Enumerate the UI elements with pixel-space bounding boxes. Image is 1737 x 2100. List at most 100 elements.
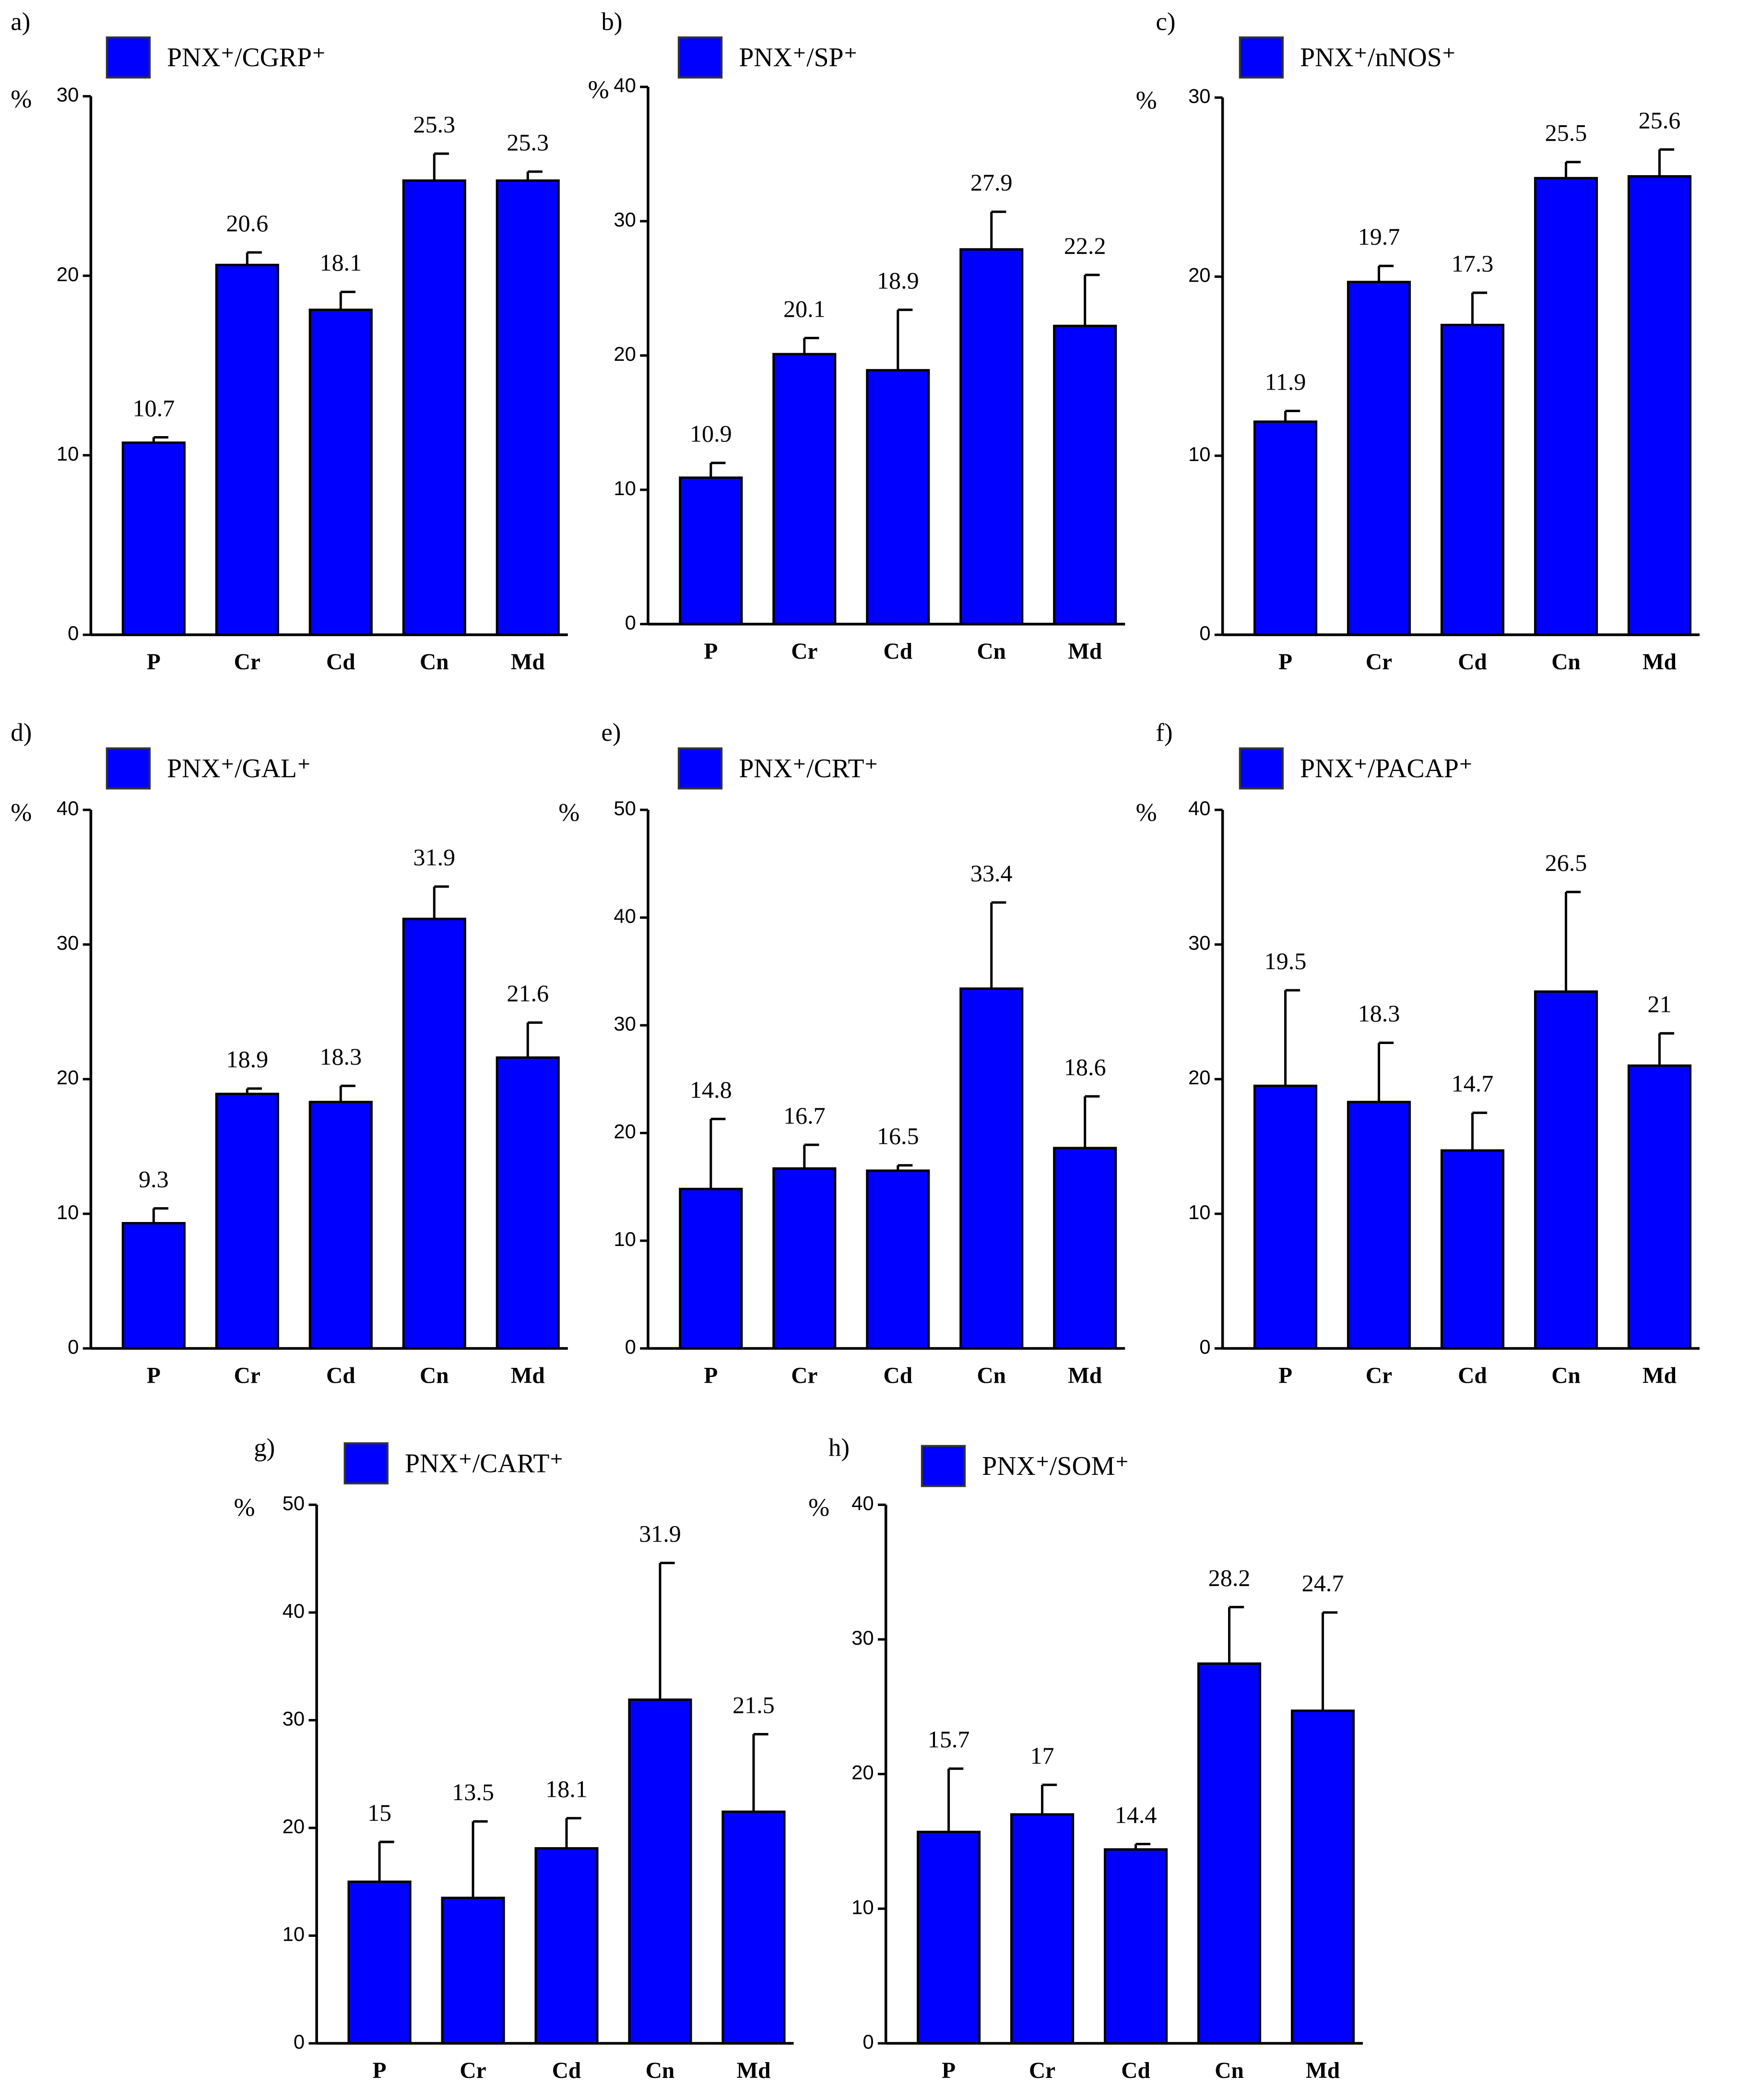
y-tick-label: 10	[1188, 1201, 1210, 1223]
bar	[628, 1698, 692, 2045]
panel-label: f)	[1156, 719, 1172, 747]
data-label: 25.3	[413, 111, 455, 138]
x-tick-label: Cd	[1121, 2058, 1150, 2083]
data-label: 17	[1030, 1742, 1054, 1769]
legend-swatch	[1239, 36, 1284, 79]
data-label: 25.6	[1639, 107, 1681, 133]
y-tick-label: 20	[283, 1815, 305, 1838]
y-tick-label: 30	[1188, 932, 1210, 954]
bar	[866, 1169, 930, 1350]
data-label: 31.9	[639, 1520, 681, 1547]
y-tick-label: 50	[614, 797, 636, 819]
legend-label: PNX⁺/PACAP⁺	[1300, 754, 1473, 783]
y-tick-label: 40	[1188, 797, 1210, 819]
data-label: 21	[1647, 991, 1671, 1018]
y-tick-label: 10	[851, 1896, 874, 1918]
y-tick-label: 0	[1199, 622, 1210, 644]
data-label: 18.1	[319, 249, 362, 276]
data-label: 19.7	[1358, 223, 1400, 250]
data-label: 18.9	[226, 1046, 268, 1073]
y-tick-label: 0	[68, 622, 79, 644]
y-tick-label: 30	[57, 83, 79, 106]
y-tick-label: 30	[851, 1626, 874, 1649]
y-tick-label: 10	[57, 442, 79, 465]
panel-label: h)	[828, 1434, 850, 1461]
y-tick-label: 20	[1188, 264, 1210, 286]
x-tick-label: P	[1278, 650, 1292, 675]
y-tick-label: 30	[57, 932, 79, 954]
bar	[866, 369, 930, 626]
bar	[1053, 1147, 1117, 1350]
x-tick-label: Cn	[977, 639, 1006, 664]
bar	[121, 441, 186, 636]
data-label: 16.7	[783, 1102, 826, 1129]
y-axis-label: %	[588, 76, 609, 104]
bar	[347, 1880, 412, 2045]
x-tick-label: Md	[511, 1364, 545, 1388]
panel-label: e)	[601, 719, 621, 747]
panel-label: d)	[11, 719, 32, 747]
data-label: 20.1	[783, 295, 826, 322]
data-label: 16.5	[877, 1123, 919, 1150]
x-tick-label: P	[704, 1364, 718, 1388]
x-tick-label: Md	[1306, 2058, 1340, 2083]
x-tick-label: Cr	[460, 2058, 486, 2083]
x-tick-label: Cd	[326, 650, 355, 675]
x-tick-label: Cr	[1366, 1364, 1392, 1388]
data-label: 15	[367, 1799, 391, 1826]
x-tick-label: Cn	[1551, 650, 1581, 675]
data-label: 27.9	[970, 169, 1013, 196]
panel-label: g)	[254, 1434, 275, 1461]
y-tick-label: 40	[614, 904, 636, 927]
legend-label: PNX⁺/CART⁺	[405, 1448, 564, 1478]
bar	[679, 476, 743, 626]
x-tick-label: Cd	[326, 1364, 355, 1388]
y-tick-label: 0	[68, 1336, 79, 1358]
bar	[1440, 1149, 1505, 1350]
x-tick-label: Md	[1068, 639, 1102, 664]
bar	[679, 1187, 743, 1350]
data-label: 18.1	[545, 1775, 588, 1802]
data-label: 13.5	[452, 1779, 494, 1805]
bar	[1253, 1084, 1318, 1350]
data-label: 33.4	[970, 860, 1013, 887]
legend-label: PNX⁺/CGRP⁺	[167, 43, 326, 72]
y-tick-label: 20	[1188, 1066, 1210, 1089]
bar	[1440, 323, 1505, 636]
x-tick-label: P	[942, 2058, 956, 2083]
data-label: 15.7	[928, 1726, 970, 1753]
data-label: 18.3	[1358, 1000, 1400, 1027]
legend-swatch	[1239, 747, 1284, 790]
data-label: 24.7	[1302, 1570, 1344, 1597]
bar	[1253, 420, 1318, 636]
bar	[1534, 990, 1598, 1350]
x-tick-label: Cd	[884, 1364, 913, 1388]
bar	[308, 1101, 373, 1350]
legend-label: PNX⁺/GAL⁺	[167, 754, 311, 783]
bar	[402, 917, 466, 1350]
y-tick-label: 50	[283, 1492, 305, 1514]
y-tick-label: 20	[851, 1761, 874, 1784]
x-tick-label: Md	[1642, 1364, 1677, 1388]
x-tick-label: P	[147, 650, 161, 675]
bar	[215, 1092, 279, 1350]
data-label: 31.9	[413, 844, 455, 871]
y-tick-label: 40	[283, 1600, 305, 1622]
y-tick-label: 10	[614, 477, 636, 499]
x-tick-label: Cd	[884, 639, 913, 664]
x-tick-label: P	[147, 1364, 161, 1388]
y-tick-label: 0	[1199, 1336, 1210, 1358]
y-tick-label: 0	[625, 611, 636, 634]
x-tick-label: P	[1278, 1364, 1292, 1388]
bar	[772, 353, 837, 626]
x-tick-label: Cr	[1366, 650, 1392, 675]
y-tick-label: 30	[614, 208, 636, 231]
x-tick-label: Cn	[646, 2058, 675, 2083]
data-label: 19.5	[1264, 948, 1307, 974]
legend-swatch	[921, 1445, 966, 1487]
y-tick-label: 40	[614, 74, 636, 96]
bar	[1627, 1064, 1692, 1350]
y-tick-label: 20	[57, 1066, 79, 1089]
y-axis-label: %	[558, 799, 579, 827]
y-tick-label: 30	[283, 1707, 305, 1730]
